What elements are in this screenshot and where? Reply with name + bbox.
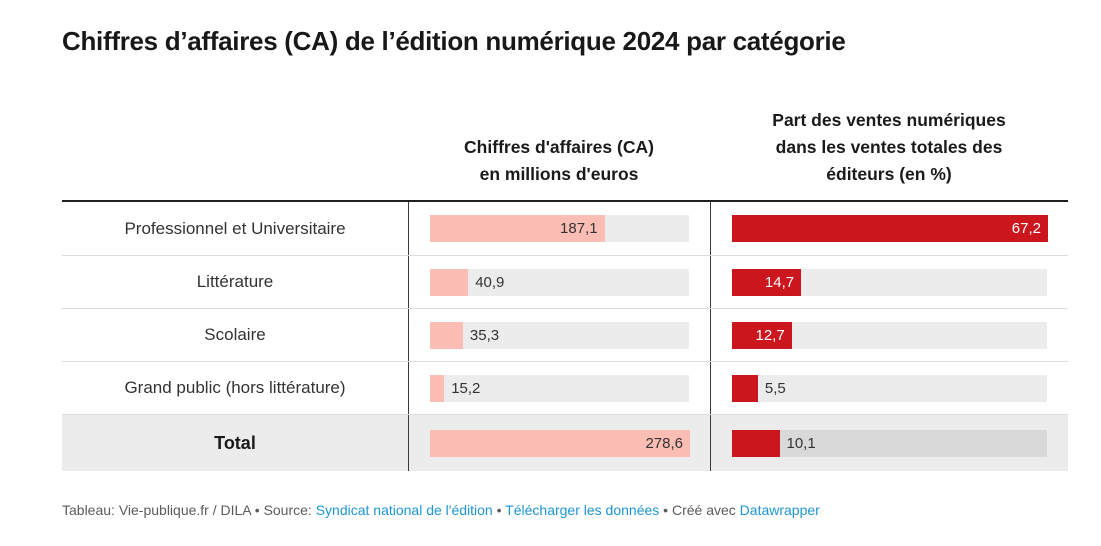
ca-bar-cell: 40,9	[408, 256, 710, 308]
bar-value: 278,6	[645, 434, 683, 452]
part-bar-cell: 67,2	[710, 202, 1068, 255]
part-bar-cell: 14,7	[710, 256, 1068, 308]
row-label: Professionnel et Universitaire	[124, 218, 346, 238]
part-bar	[732, 429, 780, 457]
page-title: Chiffres d’affaires (CA) de l’édition nu…	[62, 26, 846, 56]
row-label: Grand public (hors littérature)	[124, 378, 346, 397]
footer-separator: •	[659, 502, 672, 518]
table-row: Scolaire 35,3 12,7	[62, 308, 1068, 361]
bar-track: 15,2	[430, 374, 689, 402]
ca-bar-cell: 187,1	[408, 202, 710, 255]
part-bar-cell: 12,7	[710, 309, 1068, 361]
bar-value: 67,2	[1011, 220, 1041, 237]
bar-value: 187,1	[560, 220, 598, 237]
part-bar-cell: 10,1	[710, 415, 1068, 471]
part-bar-cell: 5,5	[710, 362, 1068, 414]
bar-track: 35,3	[430, 321, 689, 349]
ca-bar: 278,6	[430, 429, 690, 457]
ca-bar-cell: 35,3	[408, 309, 710, 361]
bar-track: 10,1	[732, 429, 1047, 457]
ca-bar: 187,1	[430, 215, 605, 242]
bar-track: 187,1	[430, 215, 689, 242]
column-header-category	[62, 95, 408, 200]
bar-track: 14,7	[732, 268, 1047, 296]
footer-download-link[interactable]: Télécharger les données	[505, 502, 660, 518]
bar-value: 5,5	[764, 379, 786, 397]
bar-value: 15,2	[451, 379, 481, 397]
bar-value: 10,1	[786, 434, 816, 452]
footer-separator: •	[492, 502, 506, 518]
footer-source-label: Source:	[263, 502, 316, 518]
ca-bar	[430, 321, 463, 349]
ca-bar	[430, 374, 445, 402]
bar-value: 35,3	[469, 326, 500, 344]
bar-track: 40,9	[430, 268, 689, 296]
row-label: Littérature	[196, 272, 274, 291]
bar-value: 14,7	[764, 273, 795, 291]
footer-datawrapper-link[interactable]: Datawrapper	[739, 502, 820, 518]
table-header: Chiffres d'affaires (CA) en millions d'e…	[62, 95, 1068, 202]
column-header-ca: Chiffres d'affaires (CA) en millions d'e…	[464, 137, 654, 184]
part-bar: 14,7	[732, 268, 802, 296]
table-row: Grand public (hors littérature) 15,2 5,5	[62, 361, 1068, 414]
footer-created-with-label: Créé avec	[671, 502, 740, 518]
ca-bar-cell: 15,2	[408, 362, 710, 414]
bar-track: 12,7	[732, 321, 1047, 349]
part-bar: 12,7	[732, 321, 792, 349]
bar-track: 278,6	[430, 429, 690, 457]
footer-separator: •	[250, 502, 264, 518]
row-label: Total	[214, 432, 256, 453]
table-row-total: Total 278,6 10,1	[62, 414, 1068, 471]
table-row: Professionnel et Universitaire 187,1 67,2	[62, 202, 1068, 255]
footer: Tableau: Vie-publique.fr / DILA • Source…	[62, 500, 820, 520]
column-header-part: Part des ventes numériques dans les vent…	[772, 110, 1006, 184]
footer-source-link[interactable]: Syndicat national de l'édition	[315, 502, 493, 518]
bar-track: 67,2	[732, 215, 1048, 242]
bar-track: 5,5	[732, 374, 1047, 402]
part-bar: 67,2	[732, 215, 1048, 242]
row-label: Scolaire	[204, 325, 266, 344]
ca-bar	[430, 268, 469, 296]
bar-value: 12,7	[755, 326, 785, 344]
footer-attribution: Tableau: Vie-publique.fr / DILA	[62, 502, 251, 518]
table-body: Professionnel et Universitaire 187,1 67,2 L…	[62, 202, 1068, 471]
table-row: Littérature 40,9 14,7	[62, 255, 1068, 308]
bar-value: 40,9	[475, 273, 505, 291]
ca-bar-cell: 278,6	[408, 415, 710, 471]
part-bar	[732, 374, 758, 402]
